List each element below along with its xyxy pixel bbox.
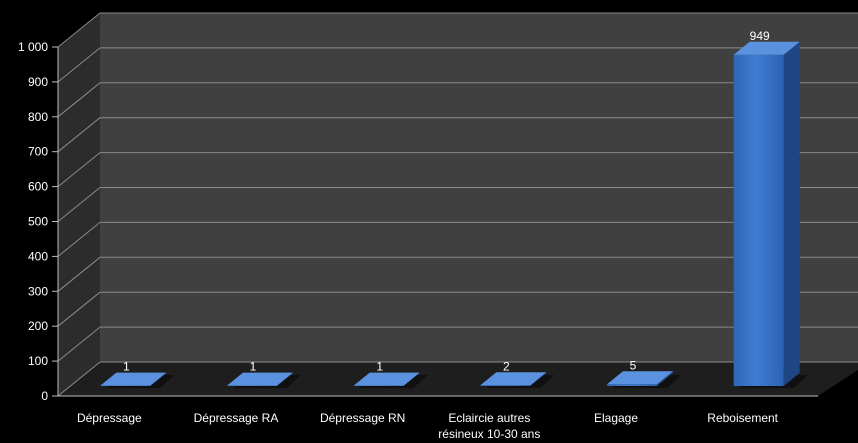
- bar: [353, 372, 428, 388]
- bar: [480, 372, 555, 388]
- x-axis: Dépressage Dépressage RA Dépressage RN Ecla…: [58, 395, 818, 441]
- bars: [100, 41, 808, 388]
- y-tick-label: 400: [28, 249, 48, 263]
- data-label: 5: [630, 358, 637, 372]
- data-label: 1: [250, 360, 257, 374]
- bar: [100, 372, 175, 388]
- data-label: 2: [503, 359, 510, 373]
- data-label: 949: [750, 29, 770, 43]
- y-tick-label: 1 000: [18, 40, 48, 54]
- bar: [733, 41, 808, 388]
- y-tick-label: 0: [41, 389, 48, 403]
- y-tick-label: 600: [28, 180, 48, 194]
- bar: [227, 372, 301, 388]
- y-tick-label: 800: [28, 110, 48, 124]
- y-tick-label: 100: [28, 354, 48, 368]
- bar: [607, 371, 681, 388]
- x-tick-label: Dépressage RN: [320, 411, 405, 425]
- x-tick-label: Eclaircie autres résineux 10-30 ans: [438, 411, 540, 441]
- y-tick-label: 200: [28, 319, 48, 333]
- x-tick-label: Reboisement: [707, 411, 778, 425]
- y-tick-label: 700: [28, 145, 48, 159]
- y-axis: 0 100 200 300 400 500 600 700 800 900 1 000: [18, 40, 59, 403]
- y-tick-label: 300: [28, 284, 48, 298]
- gridline: [57, 12, 858, 48]
- data-label: 1: [376, 360, 383, 374]
- x-tick-label: Dépressage RA: [194, 411, 279, 425]
- data-label: 1: [123, 360, 130, 374]
- x-tick-label: Dépressage: [77, 411, 142, 425]
- data-labels: 1 1 1 2 5 949: [123, 29, 770, 374]
- y-tick-label: 500: [28, 215, 48, 229]
- y-tick-label: 900: [28, 75, 48, 89]
- gridline: [57, 47, 858, 83]
- floor: [58, 362, 858, 396]
- x-tick-label: Elagage: [594, 411, 638, 425]
